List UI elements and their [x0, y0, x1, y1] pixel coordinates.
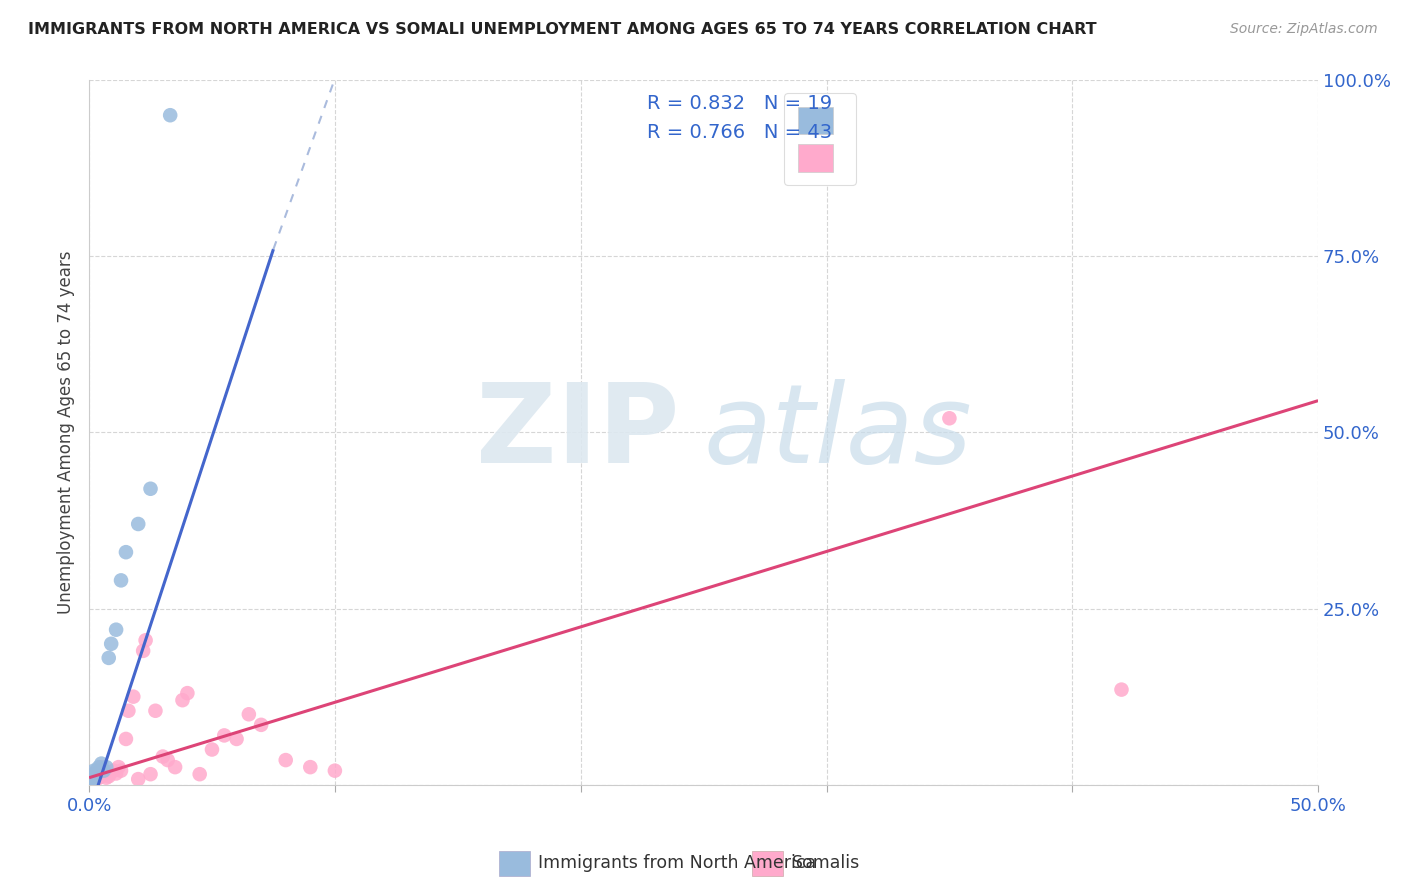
Point: [115, 731, 138, 746]
Point: [214, 728, 236, 742]
Point: [139, 482, 162, 496]
Text: ZIP: ZIP: [475, 379, 679, 486]
Point: [96, 771, 118, 785]
Point: [90, 756, 112, 771]
Point: [172, 693, 194, 707]
Point: [100, 637, 122, 651]
Point: [176, 686, 198, 700]
Point: [117, 704, 139, 718]
Point: [87, 765, 110, 780]
Point: [159, 108, 181, 122]
Point: [152, 749, 174, 764]
Point: [90, 769, 112, 783]
Point: [115, 545, 138, 559]
Point: [1111, 682, 1133, 697]
Point: [323, 764, 346, 778]
Point: [127, 772, 149, 786]
Point: [86, 764, 108, 778]
Point: [274, 753, 297, 767]
Point: [83, 769, 105, 783]
Point: [188, 767, 211, 781]
Point: [250, 718, 273, 732]
Point: [225, 731, 247, 746]
Point: [139, 767, 162, 781]
Point: [107, 760, 129, 774]
Point: [299, 760, 322, 774]
Text: Immigrants from North America: Immigrants from North America: [538, 855, 817, 872]
Point: [110, 764, 132, 778]
Text: atlas: atlas: [703, 379, 972, 486]
Y-axis label: Unemployment Among Ages 65 to 74 years: Unemployment Among Ages 65 to 74 years: [58, 251, 75, 614]
Point: [165, 760, 187, 774]
Point: [938, 411, 960, 425]
Point: [86, 767, 108, 781]
Point: [103, 764, 125, 778]
Text: IMMIGRANTS FROM NORTH AMERICA VS SOMALI UNEMPLOYMENT AMONG AGES 65 TO 74 YEARS C: IMMIGRANTS FROM NORTH AMERICA VS SOMALI …: [28, 22, 1097, 37]
Point: [87, 760, 110, 774]
Legend: , : ,: [785, 94, 856, 186]
Point: [145, 704, 167, 718]
Point: [110, 574, 132, 588]
Point: [83, 767, 105, 781]
Point: [86, 772, 108, 786]
Point: [83, 764, 105, 778]
Point: [90, 760, 112, 774]
Point: [105, 623, 128, 637]
Point: [86, 767, 108, 781]
Point: [127, 516, 149, 531]
Point: [79, 775, 101, 789]
Point: [93, 764, 115, 778]
Point: [96, 760, 118, 774]
Point: [97, 769, 120, 783]
Point: [80, 767, 103, 781]
Point: [135, 633, 157, 648]
Text: R = 0.832   N = 19: R = 0.832 N = 19: [647, 94, 832, 112]
Point: [156, 753, 179, 767]
Point: [97, 651, 120, 665]
Point: [201, 742, 224, 756]
Point: [238, 707, 260, 722]
Text: Somalis: Somalis: [792, 855, 860, 872]
Point: [80, 774, 103, 789]
Point: [105, 766, 128, 780]
Point: [100, 765, 122, 780]
Point: [87, 771, 110, 785]
Point: [93, 767, 115, 781]
Point: [80, 774, 103, 789]
Point: [122, 690, 145, 704]
Point: [79, 775, 101, 789]
Point: [132, 644, 155, 658]
Text: Source: ZipAtlas.com: Source: ZipAtlas.com: [1230, 22, 1378, 37]
Point: [83, 772, 105, 786]
Text: R = 0.766   N = 43: R = 0.766 N = 43: [647, 122, 832, 142]
Point: [80, 771, 103, 785]
